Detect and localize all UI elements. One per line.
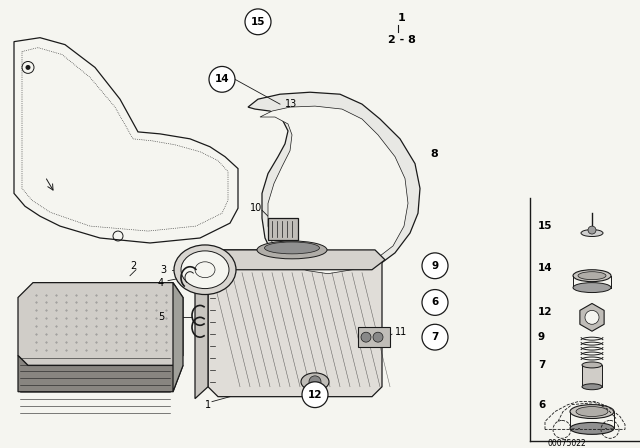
Ellipse shape	[301, 373, 329, 391]
Ellipse shape	[576, 407, 608, 417]
Polygon shape	[208, 250, 385, 270]
Text: 9: 9	[538, 332, 545, 342]
Circle shape	[302, 382, 328, 408]
Ellipse shape	[573, 270, 611, 282]
Circle shape	[422, 324, 448, 350]
Circle shape	[209, 66, 235, 92]
Ellipse shape	[581, 229, 603, 237]
Text: 10: 10	[250, 203, 262, 213]
Ellipse shape	[570, 405, 614, 418]
Text: 2 - 8: 2 - 8	[388, 34, 416, 45]
Text: 6: 6	[538, 400, 545, 409]
Ellipse shape	[573, 283, 611, 293]
Circle shape	[309, 376, 321, 388]
Text: 5: 5	[158, 312, 164, 322]
Ellipse shape	[264, 242, 319, 254]
Text: 1: 1	[205, 400, 211, 409]
Circle shape	[245, 9, 271, 34]
Text: 15: 15	[251, 17, 265, 27]
Circle shape	[373, 332, 383, 342]
Bar	[268, 218, 298, 240]
Ellipse shape	[174, 245, 236, 294]
Polygon shape	[173, 283, 183, 392]
Circle shape	[588, 226, 596, 234]
Polygon shape	[18, 283, 183, 366]
Text: 13: 13	[285, 99, 297, 109]
Ellipse shape	[582, 384, 602, 390]
Bar	[582, 365, 602, 387]
Circle shape	[361, 332, 371, 342]
Polygon shape	[208, 250, 382, 396]
Ellipse shape	[578, 272, 606, 280]
Text: 3: 3	[160, 265, 166, 275]
Circle shape	[26, 65, 31, 70]
Polygon shape	[248, 92, 420, 283]
Text: 9: 9	[431, 261, 438, 271]
Circle shape	[585, 310, 599, 324]
Text: 6: 6	[431, 297, 438, 307]
Text: 1: 1	[398, 13, 406, 23]
Text: 7: 7	[431, 332, 438, 342]
Text: 12: 12	[538, 307, 552, 317]
Text: 8: 8	[430, 149, 438, 159]
Ellipse shape	[181, 251, 229, 289]
Polygon shape	[18, 356, 183, 392]
Text: 12: 12	[308, 390, 323, 400]
Text: 11: 11	[395, 327, 407, 337]
Ellipse shape	[570, 422, 614, 435]
Text: 14: 14	[538, 263, 552, 273]
Ellipse shape	[257, 241, 327, 259]
Text: 00075022: 00075022	[548, 439, 587, 448]
Bar	[358, 327, 390, 347]
Text: 7: 7	[538, 360, 545, 370]
Text: 4: 4	[158, 278, 164, 288]
Text: 2: 2	[130, 261, 136, 271]
Polygon shape	[195, 260, 208, 399]
Polygon shape	[260, 106, 408, 274]
Circle shape	[422, 253, 448, 279]
Text: 14: 14	[214, 74, 229, 84]
Text: 15: 15	[538, 221, 552, 231]
Ellipse shape	[582, 362, 602, 368]
Circle shape	[422, 289, 448, 315]
